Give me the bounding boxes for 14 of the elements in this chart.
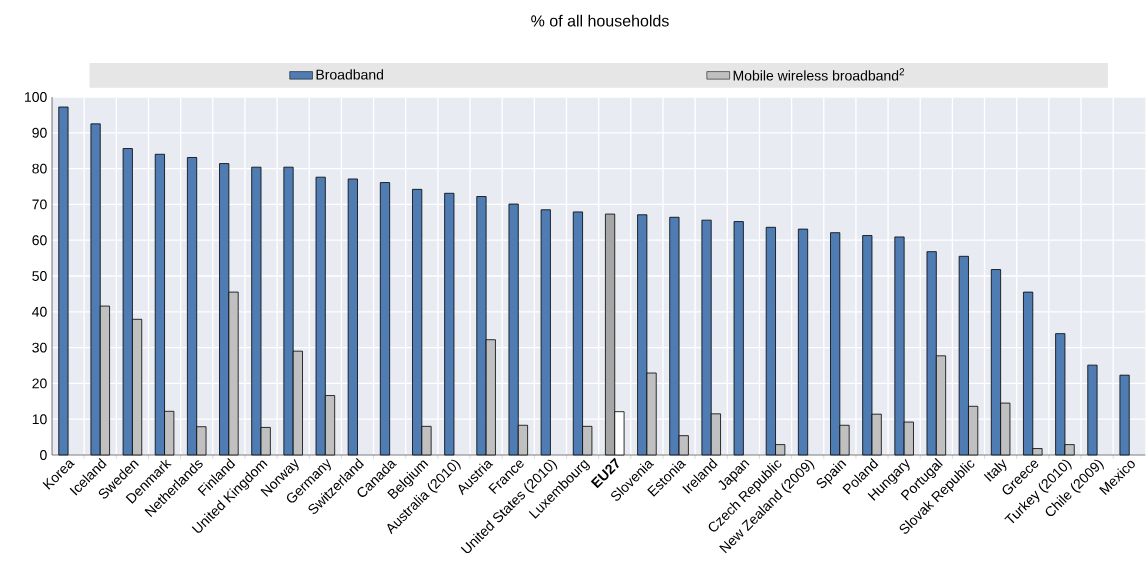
y-tick-label: 50 bbox=[32, 271, 47, 281]
chart-title: % of all households bbox=[531, 14, 669, 27]
legend-label: Mobile wireless broadband$^{2}$ bbox=[733, 68, 905, 81]
y-tick-label: 80 bbox=[32, 163, 47, 174]
y-tick-label: 20 bbox=[32, 378, 47, 389]
y-tick-label: 0 bbox=[40, 450, 47, 460]
legend-label: Broadband bbox=[316, 69, 384, 80]
y-tick-label: 10 bbox=[32, 414, 47, 425]
y-tick-label: 90 bbox=[32, 127, 47, 138]
y-tick-label: 30 bbox=[32, 342, 47, 353]
y-tick-label: 70 bbox=[32, 199, 47, 210]
y-tick-label: 40 bbox=[32, 306, 47, 317]
y-tick-label: 60 bbox=[32, 235, 47, 246]
y-tick-label: 100 bbox=[25, 92, 47, 102]
